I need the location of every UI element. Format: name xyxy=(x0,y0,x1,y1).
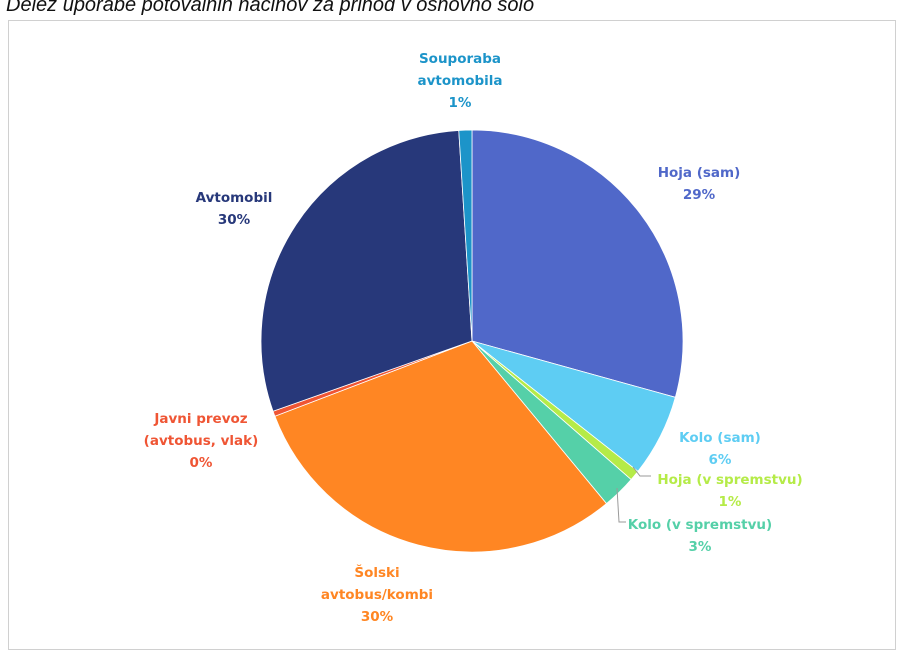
pie-slice-hoja-sam xyxy=(471,129,684,398)
data-label-javni-prevoz-avtobus-vlak: Javni prevoz (avtobus, vlak) 0% xyxy=(144,411,259,471)
data-label-kolo-sam: Kolo (sam) 6% xyxy=(679,430,761,468)
pie-slice-solski-avtobus-kombi xyxy=(274,340,608,553)
page-title: Delež uporabe potovalnih načinov za prih… xyxy=(6,0,535,16)
data-label-avtomobil: Avtomobil 30% xyxy=(196,190,273,228)
pie-slices xyxy=(260,129,684,553)
data-label-hoja-v-spremstvu: Hoja (v spremstvu) 1% xyxy=(657,472,802,510)
data-label-hoja-sam: Hoja (sam) 29% xyxy=(658,165,741,203)
data-labels: Hoja (sam) 29% Kolo (sam) 6% Hoja (v spremst… xyxy=(144,51,803,625)
pie-slice-avtomobil xyxy=(260,129,473,412)
data-label-kolo-v-spremstvu: Kolo (v spremstvu) 3% xyxy=(628,517,772,555)
leader-line-kolo-v-spremstvu xyxy=(616,487,626,523)
leader-lines xyxy=(616,466,651,523)
leader-line-hoja-v-spremstvu xyxy=(632,466,651,477)
data-label-souporaba-avtomobila: Souporaba avtomobila 1% xyxy=(417,51,502,111)
pie-slice-souporaba-avtomobila xyxy=(458,129,473,342)
data-label-solski-avtobus-kombi: Šolski avtobus/kombi 30% xyxy=(321,563,433,625)
